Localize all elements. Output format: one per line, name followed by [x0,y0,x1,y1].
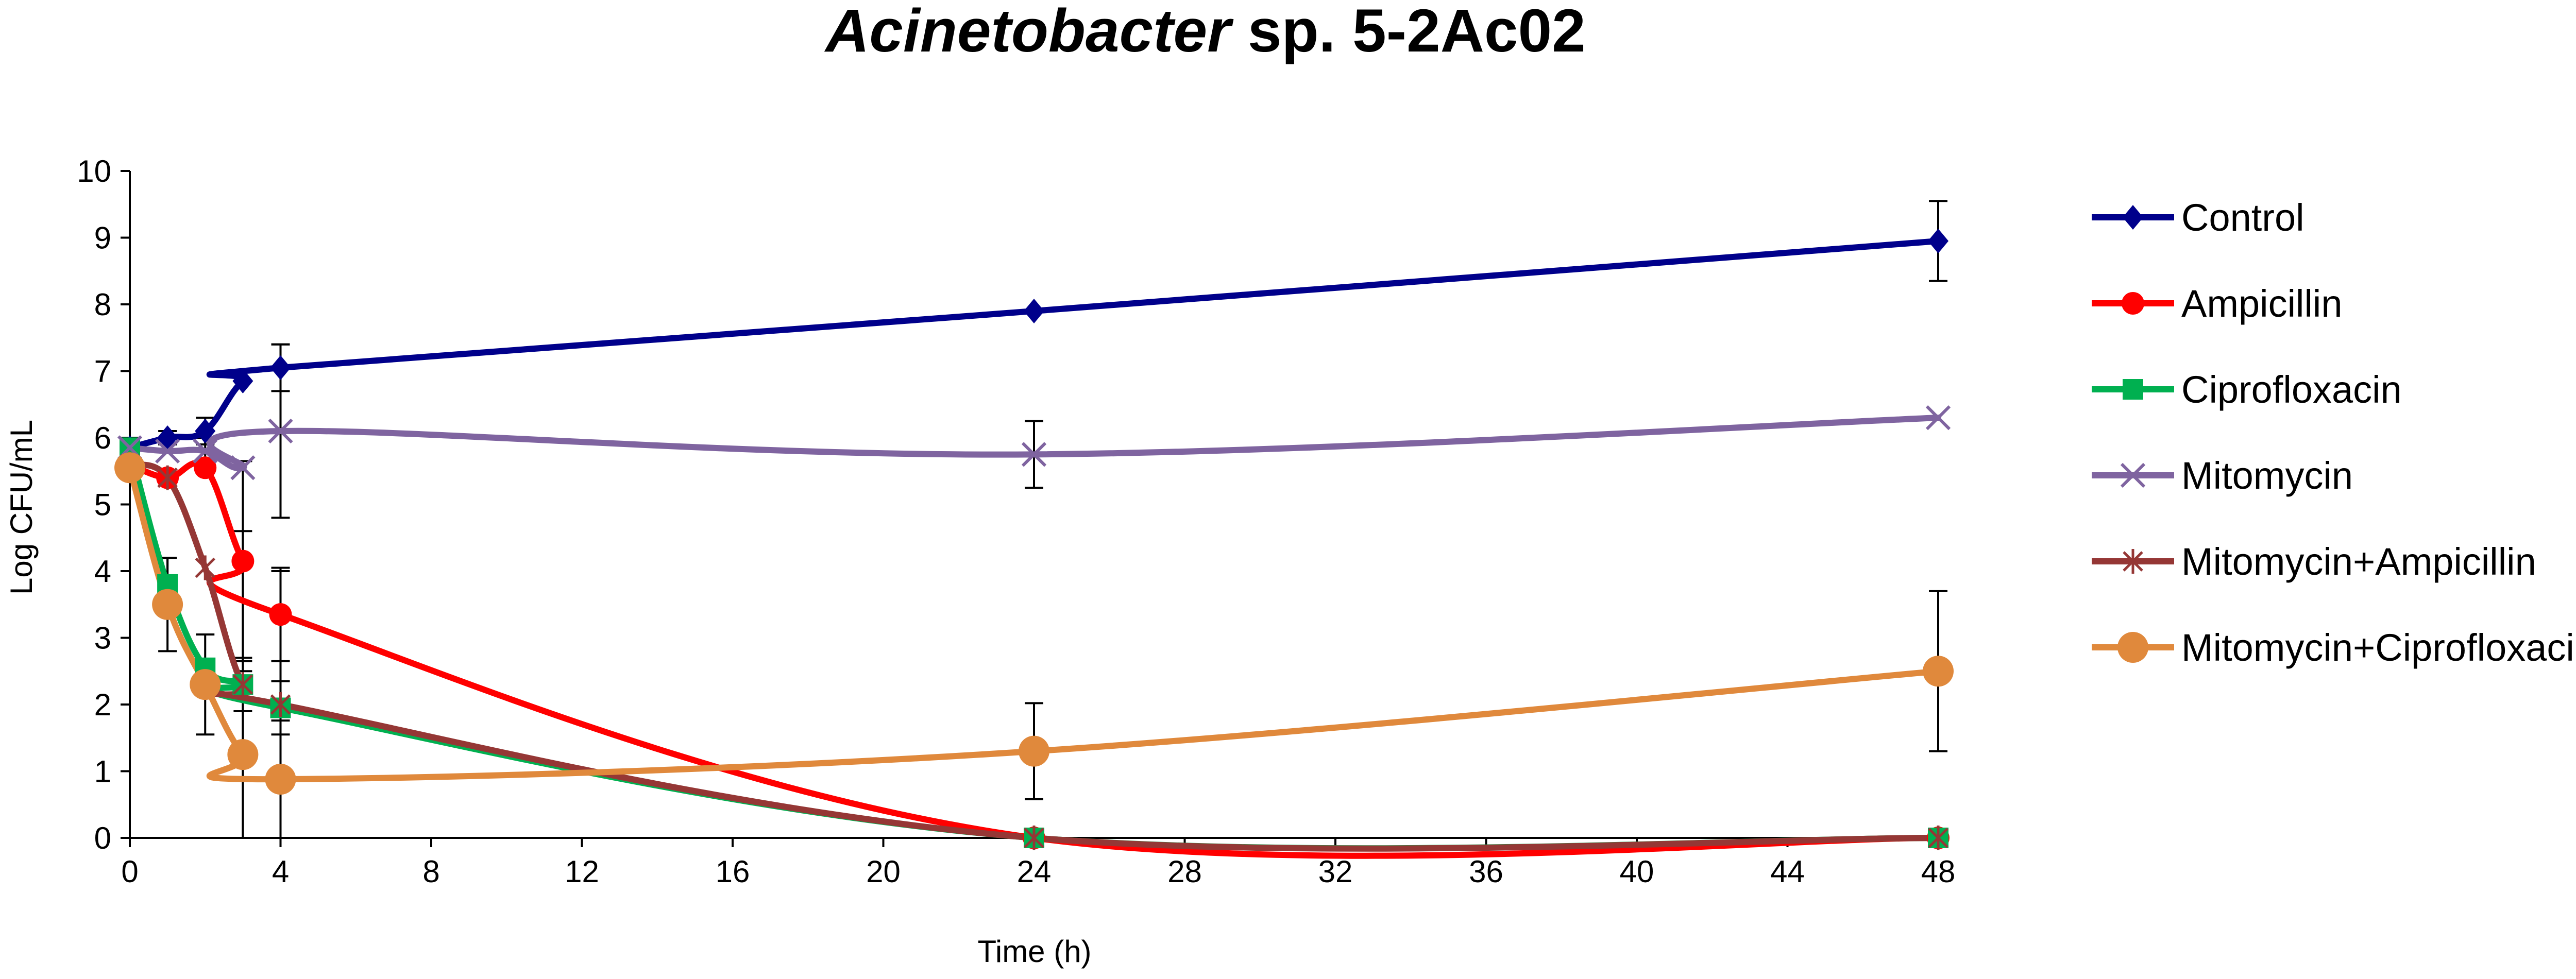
x-tick-label: 28 [1167,854,1202,889]
y-tick-label: 2 [94,688,111,722]
series-line-control [127,237,1941,451]
chart-title-rest: sp. 5-2Ac02 [1231,0,1586,65]
x-tick-label: 44 [1770,854,1805,889]
x-tick-label: 32 [1318,854,1353,889]
x-tick-label: 12 [565,854,599,889]
x-tick-label: 48 [1921,854,1956,889]
data-point-mitomycin-stroke-b [230,455,256,480]
legend-label: Ampicillin [2181,282,2343,325]
y-tick-label: 3 [94,621,111,656]
data-point-mitomycin-ciprofloxacin [152,589,183,620]
y-tick-label: 6 [94,421,111,455]
data-point-mitomycin-ciprofloxacin [1019,735,1049,767]
x-tick-label: 36 [1469,854,1503,889]
y-tick-label: 1 [94,754,111,789]
legend-swatch-marker-stroke-b [2120,462,2146,488]
legend-item-ampicillin: Ampicillin [2092,282,2343,325]
data-point-mitomycin [1021,442,1047,467]
data-point-mitomycin-stroke-b [268,418,293,444]
legend-label: Mitomycin+Ciprofloxacin [2181,626,2576,669]
data-point-mitomycin-ciprofloxacin [190,669,221,700]
data-point-mitomycin-ciprofloxacin [265,764,296,795]
y-tick-label: 7 [94,354,111,389]
data-point-mitomycin-ampicillin [157,465,178,490]
chart-title: Acinetobacter sp. 5-2Ac02 [824,0,1586,65]
data-point-control [232,368,253,393]
data-point-mitomycin-ampicillin [232,672,253,697]
x-tick-label: 40 [1620,854,1654,889]
data-point-mitomycin [230,455,256,480]
legend-item-control: Control [2092,196,2304,239]
data-point-mitomycin-stroke-b [155,438,180,464]
legend-item-ciprofloxacin: Ciprofloxacin [2092,368,2402,411]
x-tick-label: 8 [422,854,439,889]
legend-swatch-marker [2123,549,2143,574]
legend-label: Mitomycin [2181,454,2353,497]
data-point-mitomycin-stroke-b [1925,405,1951,431]
legend-swatch-marker [2120,462,2146,488]
x-tick-label: 4 [272,854,289,889]
data-point-mitomycin-ampicillin [270,692,291,717]
data-point-control [1024,298,1044,323]
data-point-mitomycin-ciprofloxacin [114,452,145,484]
y-tick-label: 10 [77,154,111,188]
legend-item-mitomycin-ampicillin: Mitomycin+Ampicillin [2092,540,2536,583]
data-point-mitomycin [193,438,218,464]
data-point-ampicillin [269,603,292,626]
series-line-mitomycin-ampicillin [127,461,1941,852]
data-point-mitomycin [155,438,180,464]
y-axis-label: Log CFU/mL [4,420,39,595]
data-point-control [195,419,216,444]
data-point-ampicillin [231,549,255,573]
data-point-mitomycin-ampicillin [1024,826,1044,850]
y-tick-label: 9 [94,221,111,255]
x-tick-label: 0 [121,854,138,889]
series-line-mitomycin [127,415,1941,472]
data-point-mitomycin-ciprofloxacin [227,739,259,770]
legend-swatch-marker [2117,632,2148,663]
chart-title-italic: Acinetobacter [824,0,1234,65]
x-tick-label: 16 [716,854,750,889]
data-point-ampicillin [194,456,217,479]
data-point-control [157,425,178,450]
legend-label: Control [2181,196,2304,239]
legend-swatch-marker [2123,379,2143,400]
legend-item-mitomycin: Mitomycin [2092,454,2353,497]
data-point-mitomycin-ampicillin [1928,826,1948,850]
data-point-control [270,355,291,381]
legend-label: Mitomycin+Ampicillin [2181,540,2536,583]
y-tick-label: 0 [94,821,111,855]
data-point-mitomycin-stroke-b [193,438,218,464]
x-tick-label: 24 [1017,854,1052,889]
legend-swatch-marker [2123,205,2143,230]
data-point-mitomycin-stroke-b [1021,442,1047,467]
data-point-mitomycin-ampicillin [195,555,216,580]
y-tick-label: 5 [94,488,111,522]
x-axis-label: Time (h) [977,934,1091,969]
x-tick-label: 20 [866,854,901,889]
series-line-mitomycin-ciprofloxacin [127,465,1941,783]
legend-item-mitomycin-ciprofloxacin: Mitomycin+Ciprofloxacin [2092,626,2576,669]
data-point-mitomycin [268,418,293,444]
y-tick-label: 4 [94,554,111,589]
legend-swatch-marker [2122,292,2144,315]
legend: Control Ampicillin Ciprofloxacin Mitomycin M… [2092,196,2576,669]
data-point-mitomycin-ciprofloxacin [1923,656,1954,687]
data-point-control [1928,228,1948,253]
data-point-mitomycin [1925,405,1951,431]
y-tick-label: 8 [94,287,111,322]
legend-label: Ciprofloxacin [2181,368,2402,411]
series-markers [114,228,1954,850]
